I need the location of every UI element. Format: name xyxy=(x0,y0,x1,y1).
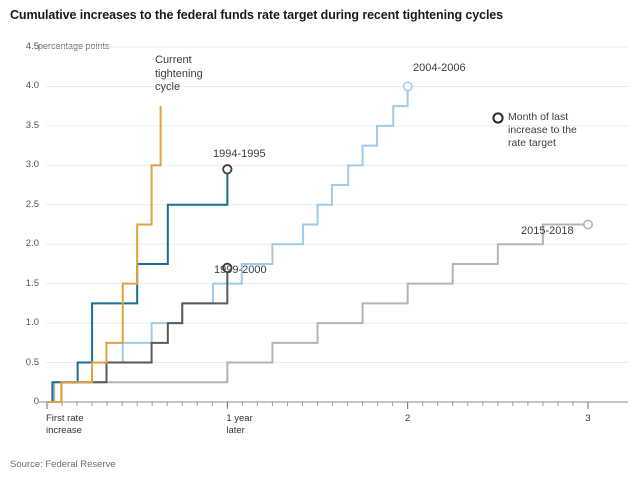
series-line-current-tightening-cycle xyxy=(47,106,162,403)
endpoint-marker-1999-2000 xyxy=(222,262,233,273)
annotation-2015-2018: 2015-2018 xyxy=(521,225,574,237)
x-axis-tick-label: 1 year later xyxy=(226,413,253,436)
endpoint-marker-2015-2018 xyxy=(582,219,593,230)
y-axis-tick-label: 4.5 xyxy=(25,41,39,52)
y-axis-tick-label: 2.5 xyxy=(25,198,39,210)
y-axis-unit-label: percentage points xyxy=(38,41,110,51)
annotation-2004-2006: 2004-2006 xyxy=(413,62,466,74)
page-title: Cumulative increases to the federal fund… xyxy=(10,8,504,22)
y-axis-tick-label: 1.0 xyxy=(25,317,39,329)
y-axis-tick-label: 0.5 xyxy=(25,356,39,368)
source-note: Source: Federal Reserve xyxy=(10,459,116,470)
x-axis-tick-label: 2 xyxy=(405,413,411,424)
x-axis-tick-label: First rate increase xyxy=(46,413,84,436)
annotation-1994-1995: 1994-1995 xyxy=(213,148,266,160)
series-line-2015-2018 xyxy=(47,223,588,403)
y-axis-tick-label: 3.0 xyxy=(25,159,39,171)
endpoint-marker-1994-1995 xyxy=(222,164,233,175)
y-axis-tick-label: 4.0 xyxy=(25,80,39,92)
y-axis-tick-label: 3.5 xyxy=(25,119,39,131)
y-axis-tick-label: 0 xyxy=(33,396,39,407)
series-line-2004-2006 xyxy=(47,86,409,403)
annotation-current-cycle: Current tightening cycle xyxy=(155,54,203,93)
annotation-1999-2000: 1999-2000 xyxy=(214,264,267,276)
y-axis-tick-label: 1.5 xyxy=(25,277,39,289)
endpoint-marker-2004-2006 xyxy=(402,81,413,92)
legend-label: Month of last increase to the rate targe… xyxy=(508,111,577,149)
series-line-1994-1995 xyxy=(47,169,229,403)
x-axis-tick-label: 3 xyxy=(585,413,591,424)
circle-marker-icon xyxy=(492,112,504,124)
y-axis-tick-label: 2.0 xyxy=(25,238,39,250)
